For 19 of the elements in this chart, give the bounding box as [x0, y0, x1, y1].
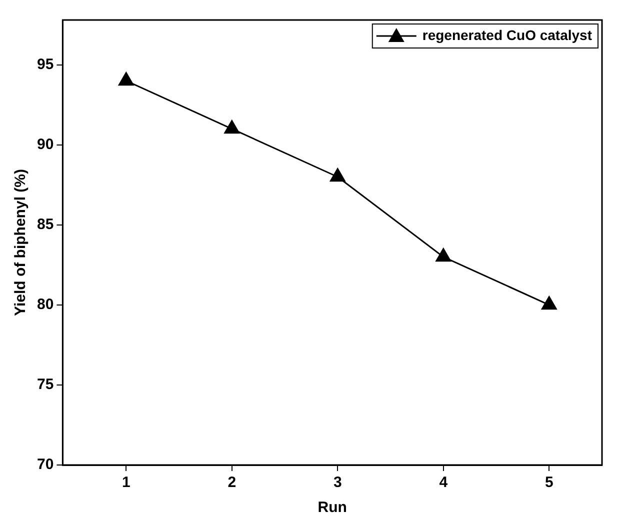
x-axis-title: Run: [318, 499, 347, 516]
y-tick-label: 95: [36, 56, 54, 73]
y-tick-label: 70: [36, 456, 54, 474]
point: [118, 72, 134, 86]
y-tick-label: 85: [36, 216, 54, 234]
x-tick-label: 5: [544, 474, 554, 492]
legend-label: regenerated CuO catalyst: [422, 26, 592, 43]
y-tick-label: 75: [36, 376, 54, 394]
point: [541, 296, 557, 310]
x-tick-label: 3: [333, 474, 342, 492]
x-tick-label: 2: [228, 474, 236, 492]
x-tick-label: 4: [439, 474, 448, 492]
y-tick-label: 80: [36, 296, 54, 314]
y-axis-title: Yield of biphenyl (%): [12, 169, 30, 316]
point: [224, 120, 240, 134]
y-tick-label: 90: [36, 136, 54, 153]
point: [330, 168, 346, 182]
x-tick-label: 1: [122, 474, 130, 492]
point: [436, 248, 452, 262]
